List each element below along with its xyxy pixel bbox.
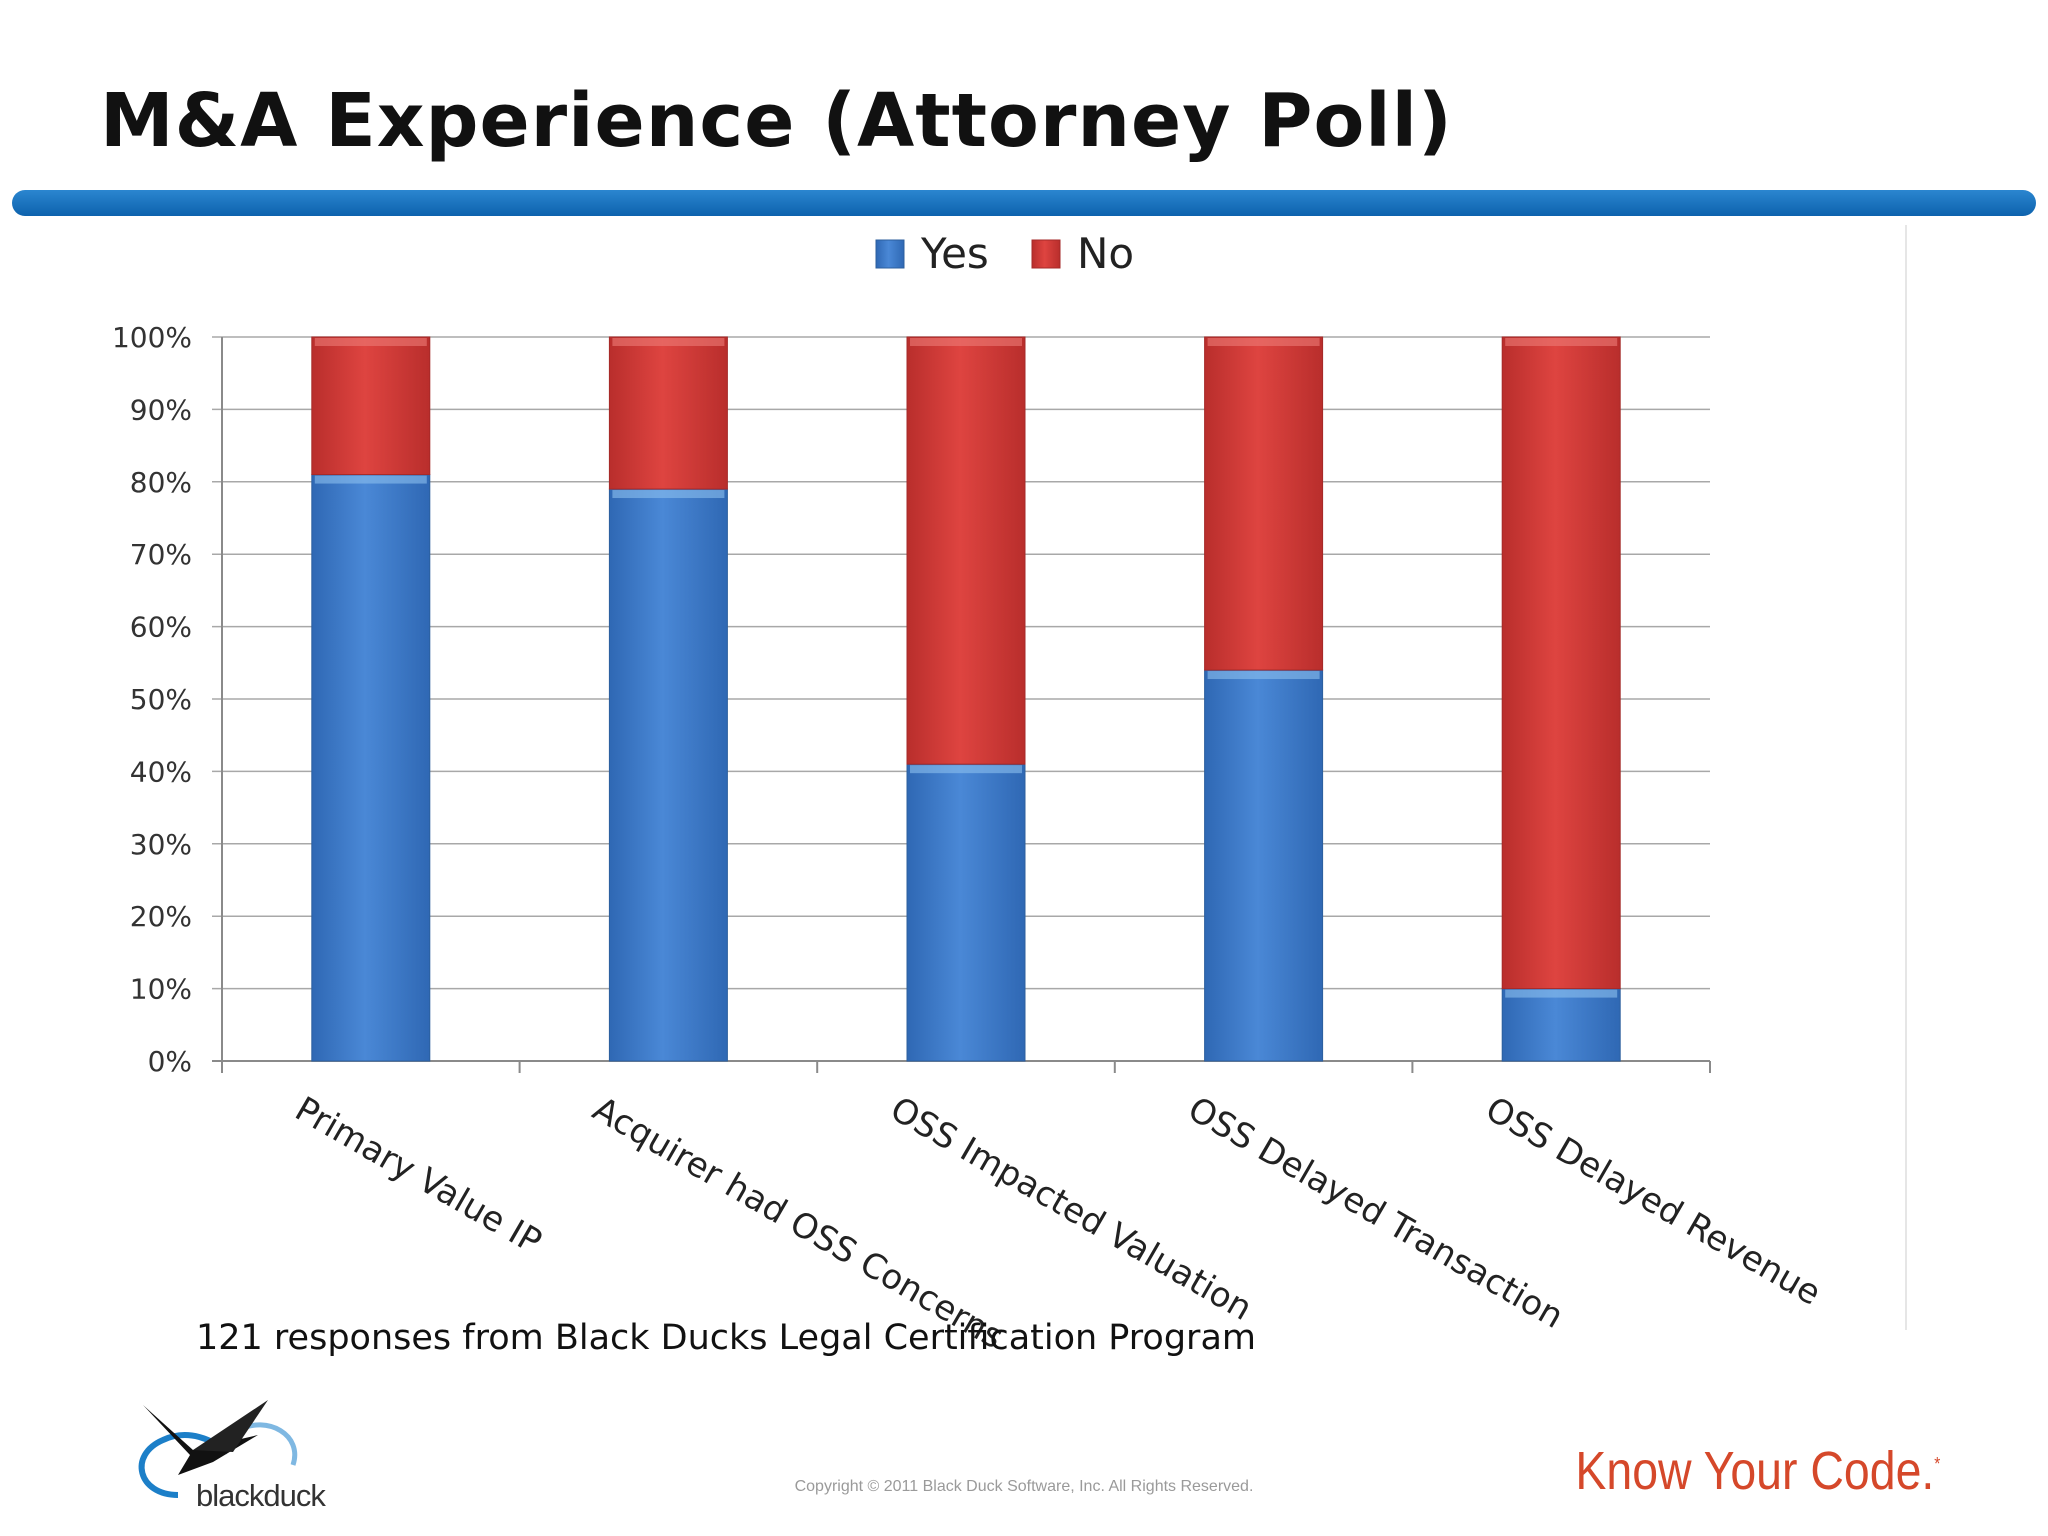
bar-yes [1501,988,1621,1062]
y-tick-label: 60% [130,611,192,644]
y-tick-label: 90% [130,393,192,426]
y-tick-label: 70% [130,538,192,571]
bar-no [608,336,728,490]
legend: Yes No [875,229,1134,278]
bar-yes [1204,669,1324,1062]
tagline: Know Your Code.* [1575,1440,1940,1502]
bar-highlight [1207,338,1320,346]
bar-no [906,336,1026,765]
bar-no [1204,336,1324,671]
legend-swatch-no [1031,239,1061,269]
bar-highlight [314,475,427,484]
bar-highlight [612,338,725,346]
y-tick-label: 80% [130,466,192,499]
y-tick-label: 40% [130,755,192,788]
bar-highlight [1505,338,1618,346]
tagline-mark: * [1933,1454,1940,1474]
bar-highlight [314,338,427,346]
bar-no [311,336,431,476]
bar-yes [906,763,1026,1062]
bar-yes [608,488,728,1062]
bar-highlight [1207,671,1320,680]
blackduck-logo-icon [138,1400,298,1498]
legend-label-yes: Yes [920,229,989,278]
y-tick-label: 50% [130,683,192,716]
legend-swatch-yes [875,239,905,269]
slide-title: M&A Experience (Attorney Poll) [100,78,1453,164]
y-tick-label: 30% [130,828,192,861]
y-tick-label: 100% [112,321,192,354]
y-tick-label: 20% [130,900,192,933]
bar-no [1501,336,1621,990]
frame-line [1905,225,1907,1330]
bar-highlight [910,765,1022,774]
bar-highlight [1505,989,1618,998]
legend-label-no: No [1077,229,1134,278]
title-divider [12,190,2036,216]
bar-yes [311,474,431,1062]
bar-highlight [910,338,1022,346]
tagline-text: Know Your Code. [1575,1441,1934,1501]
logo-wordmark: blackduck [196,1478,326,1513]
x-category-label: Primary Value IP [288,1089,548,1262]
copyright-text: Copyright © 2011 Black Duck Software, In… [794,1478,1254,1495]
y-tick-label: 10% [130,973,192,1006]
y-tick-label: 0% [148,1045,192,1078]
bar-highlight [612,490,725,499]
bars [311,336,1621,1062]
footnote: 121 responses from Black Ducks Legal Cer… [196,1318,1256,1358]
